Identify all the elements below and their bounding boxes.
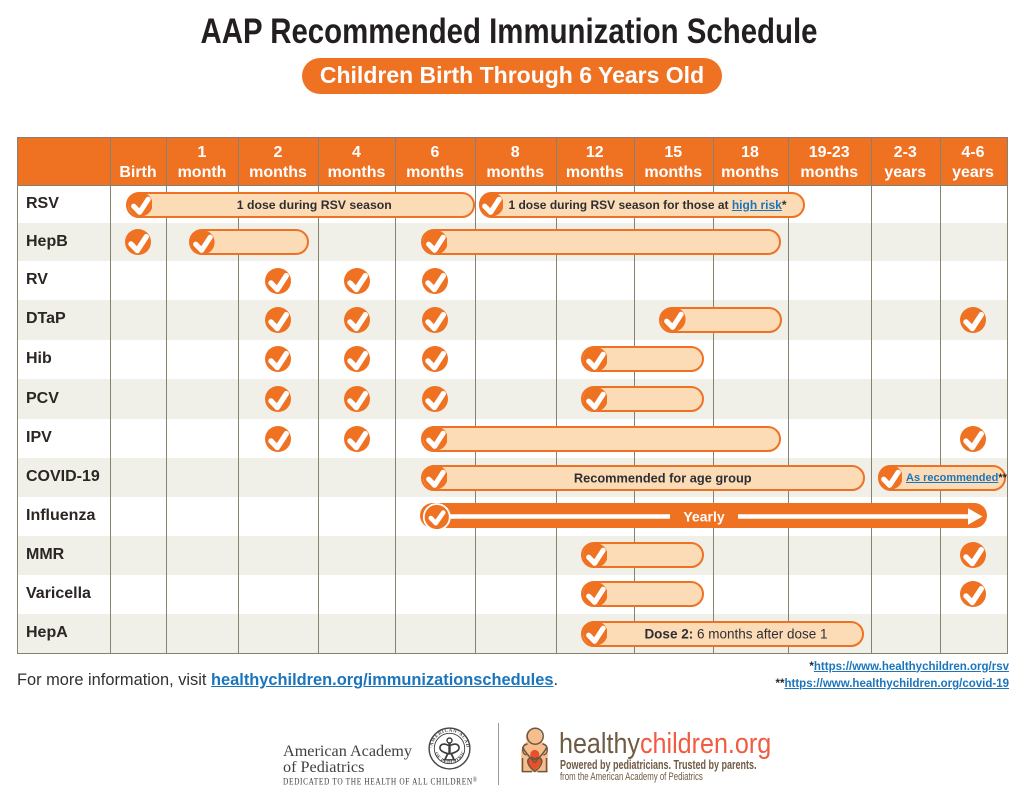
svg-text:Yearly: Yearly (683, 509, 724, 525)
